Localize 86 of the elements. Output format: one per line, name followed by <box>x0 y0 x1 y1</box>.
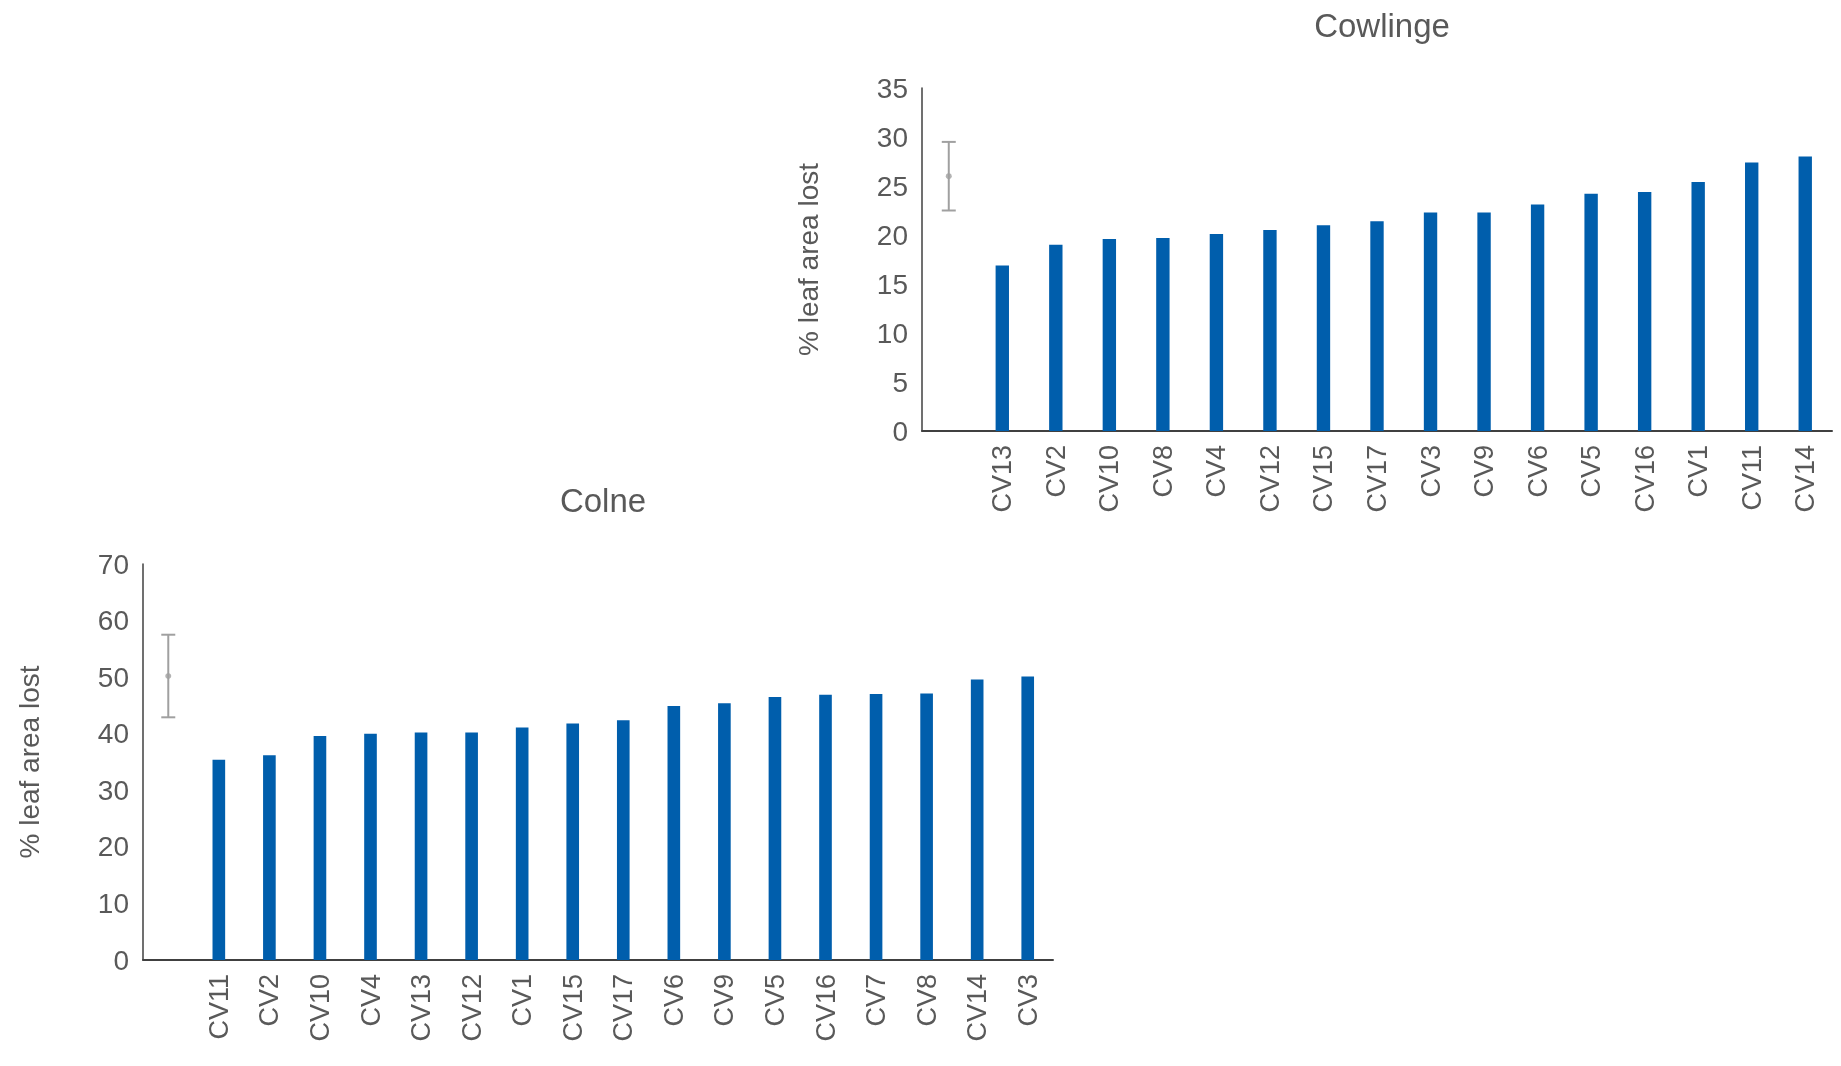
y-tick-label: 10 <box>97 887 129 919</box>
bar <box>819 694 832 960</box>
x-tick-label: CV3 <box>1415 445 1446 498</box>
x-tick-label: CV8 <box>911 974 942 1027</box>
bar <box>1263 230 1277 431</box>
y-tick-label: 40 <box>97 718 129 750</box>
y-tick-label: 20 <box>876 219 908 251</box>
y-tick-label: 20 <box>97 831 129 863</box>
bar <box>970 679 984 960</box>
bar <box>263 755 276 960</box>
x-tick-label: CV12 <box>456 974 487 1042</box>
x-tick-label: CV10 <box>304 974 335 1042</box>
x-tick-label: CV13 <box>987 445 1018 513</box>
x-tick-label: CV5 <box>759 974 790 1027</box>
bar <box>1209 234 1224 431</box>
x-tick-label: CV8 <box>1147 445 1178 498</box>
y-tick-label: 30 <box>876 121 908 153</box>
x-tick-label: CV9 <box>709 974 740 1027</box>
bar <box>1584 193 1598 431</box>
x-tick-label: CV1 <box>507 974 538 1027</box>
x-tick-label: CV11 <box>203 974 234 1040</box>
y-tick-label: 5 <box>892 366 908 398</box>
bar <box>1021 676 1035 960</box>
x-tick-label: CV9 <box>1469 445 1500 498</box>
x-tick-label: CV16 <box>810 974 841 1042</box>
y-tick-label: 0 <box>892 415 908 447</box>
bar <box>1691 182 1705 431</box>
bar <box>718 703 731 960</box>
bar <box>667 705 681 960</box>
bar <box>1745 162 1759 431</box>
x-tick-label: CV1 <box>1683 445 1714 498</box>
x-tick-label: CV17 <box>608 974 639 1042</box>
x-tick-label: CV15 <box>1308 445 1339 513</box>
x-tick-label: CV2 <box>254 974 285 1027</box>
bar <box>995 265 1009 431</box>
bar <box>1370 221 1384 431</box>
y-tick-label: 10 <box>876 317 908 349</box>
x-tick-label: CV15 <box>557 974 588 1042</box>
y-tick-label: 30 <box>97 774 129 806</box>
y-tick-label: 70 <box>97 548 129 580</box>
x-tick-label: CV11 <box>1736 445 1767 511</box>
x-tick-label: CV7 <box>861 974 892 1027</box>
bar <box>566 723 580 960</box>
x-tick-label: CV13 <box>406 974 437 1042</box>
y-tick-label: 15 <box>876 268 908 300</box>
bar <box>465 732 478 960</box>
x-tick-label: CV3 <box>1012 974 1043 1027</box>
bar <box>1049 244 1063 431</box>
bar <box>1477 212 1491 431</box>
bar <box>515 727 529 960</box>
x-tick-label: CV4 <box>355 974 386 1027</box>
bar <box>1637 191 1652 431</box>
y-tick-label: 35 <box>876 72 908 104</box>
bar <box>1798 156 1812 431</box>
y-axis-title: % leaf area lost <box>13 665 45 859</box>
bar <box>414 732 428 960</box>
bar <box>920 693 933 960</box>
x-tick-label: CV14 <box>962 974 993 1042</box>
y-tick-label: 25 <box>876 170 908 202</box>
x-tick-label: CV14 <box>1790 445 1821 513</box>
x-tick-label: CV2 <box>1040 445 1071 498</box>
bar <box>1102 238 1117 431</box>
bar <box>768 696 782 960</box>
chart-title: Colne <box>559 482 647 519</box>
bar <box>616 720 630 960</box>
bar <box>212 759 226 960</box>
bar <box>1423 212 1438 431</box>
x-tick-label: CV10 <box>1094 445 1125 513</box>
bar <box>869 694 883 960</box>
bar <box>364 733 377 960</box>
bar <box>1530 204 1545 431</box>
bar <box>1316 225 1331 431</box>
bar <box>313 735 327 960</box>
x-tick-label: CV17 <box>1362 445 1392 513</box>
y-tick-label: 50 <box>97 661 129 693</box>
y-axis-title: % leaf area lost <box>792 162 824 356</box>
x-tick-label: CV12 <box>1254 445 1285 513</box>
x-tick-label: CV5 <box>1576 445 1607 498</box>
x-tick-label: CV6 <box>1522 445 1553 498</box>
chart-title: Cowlinge <box>1314 7 1450 44</box>
x-tick-label: CV16 <box>1629 445 1660 513</box>
x-tick-label: CV4 <box>1201 445 1232 498</box>
x-tick-label: CV6 <box>658 974 689 1027</box>
bar <box>1156 237 1170 431</box>
y-tick-label: 0 <box>113 944 129 976</box>
y-tick-label: 60 <box>97 605 129 637</box>
